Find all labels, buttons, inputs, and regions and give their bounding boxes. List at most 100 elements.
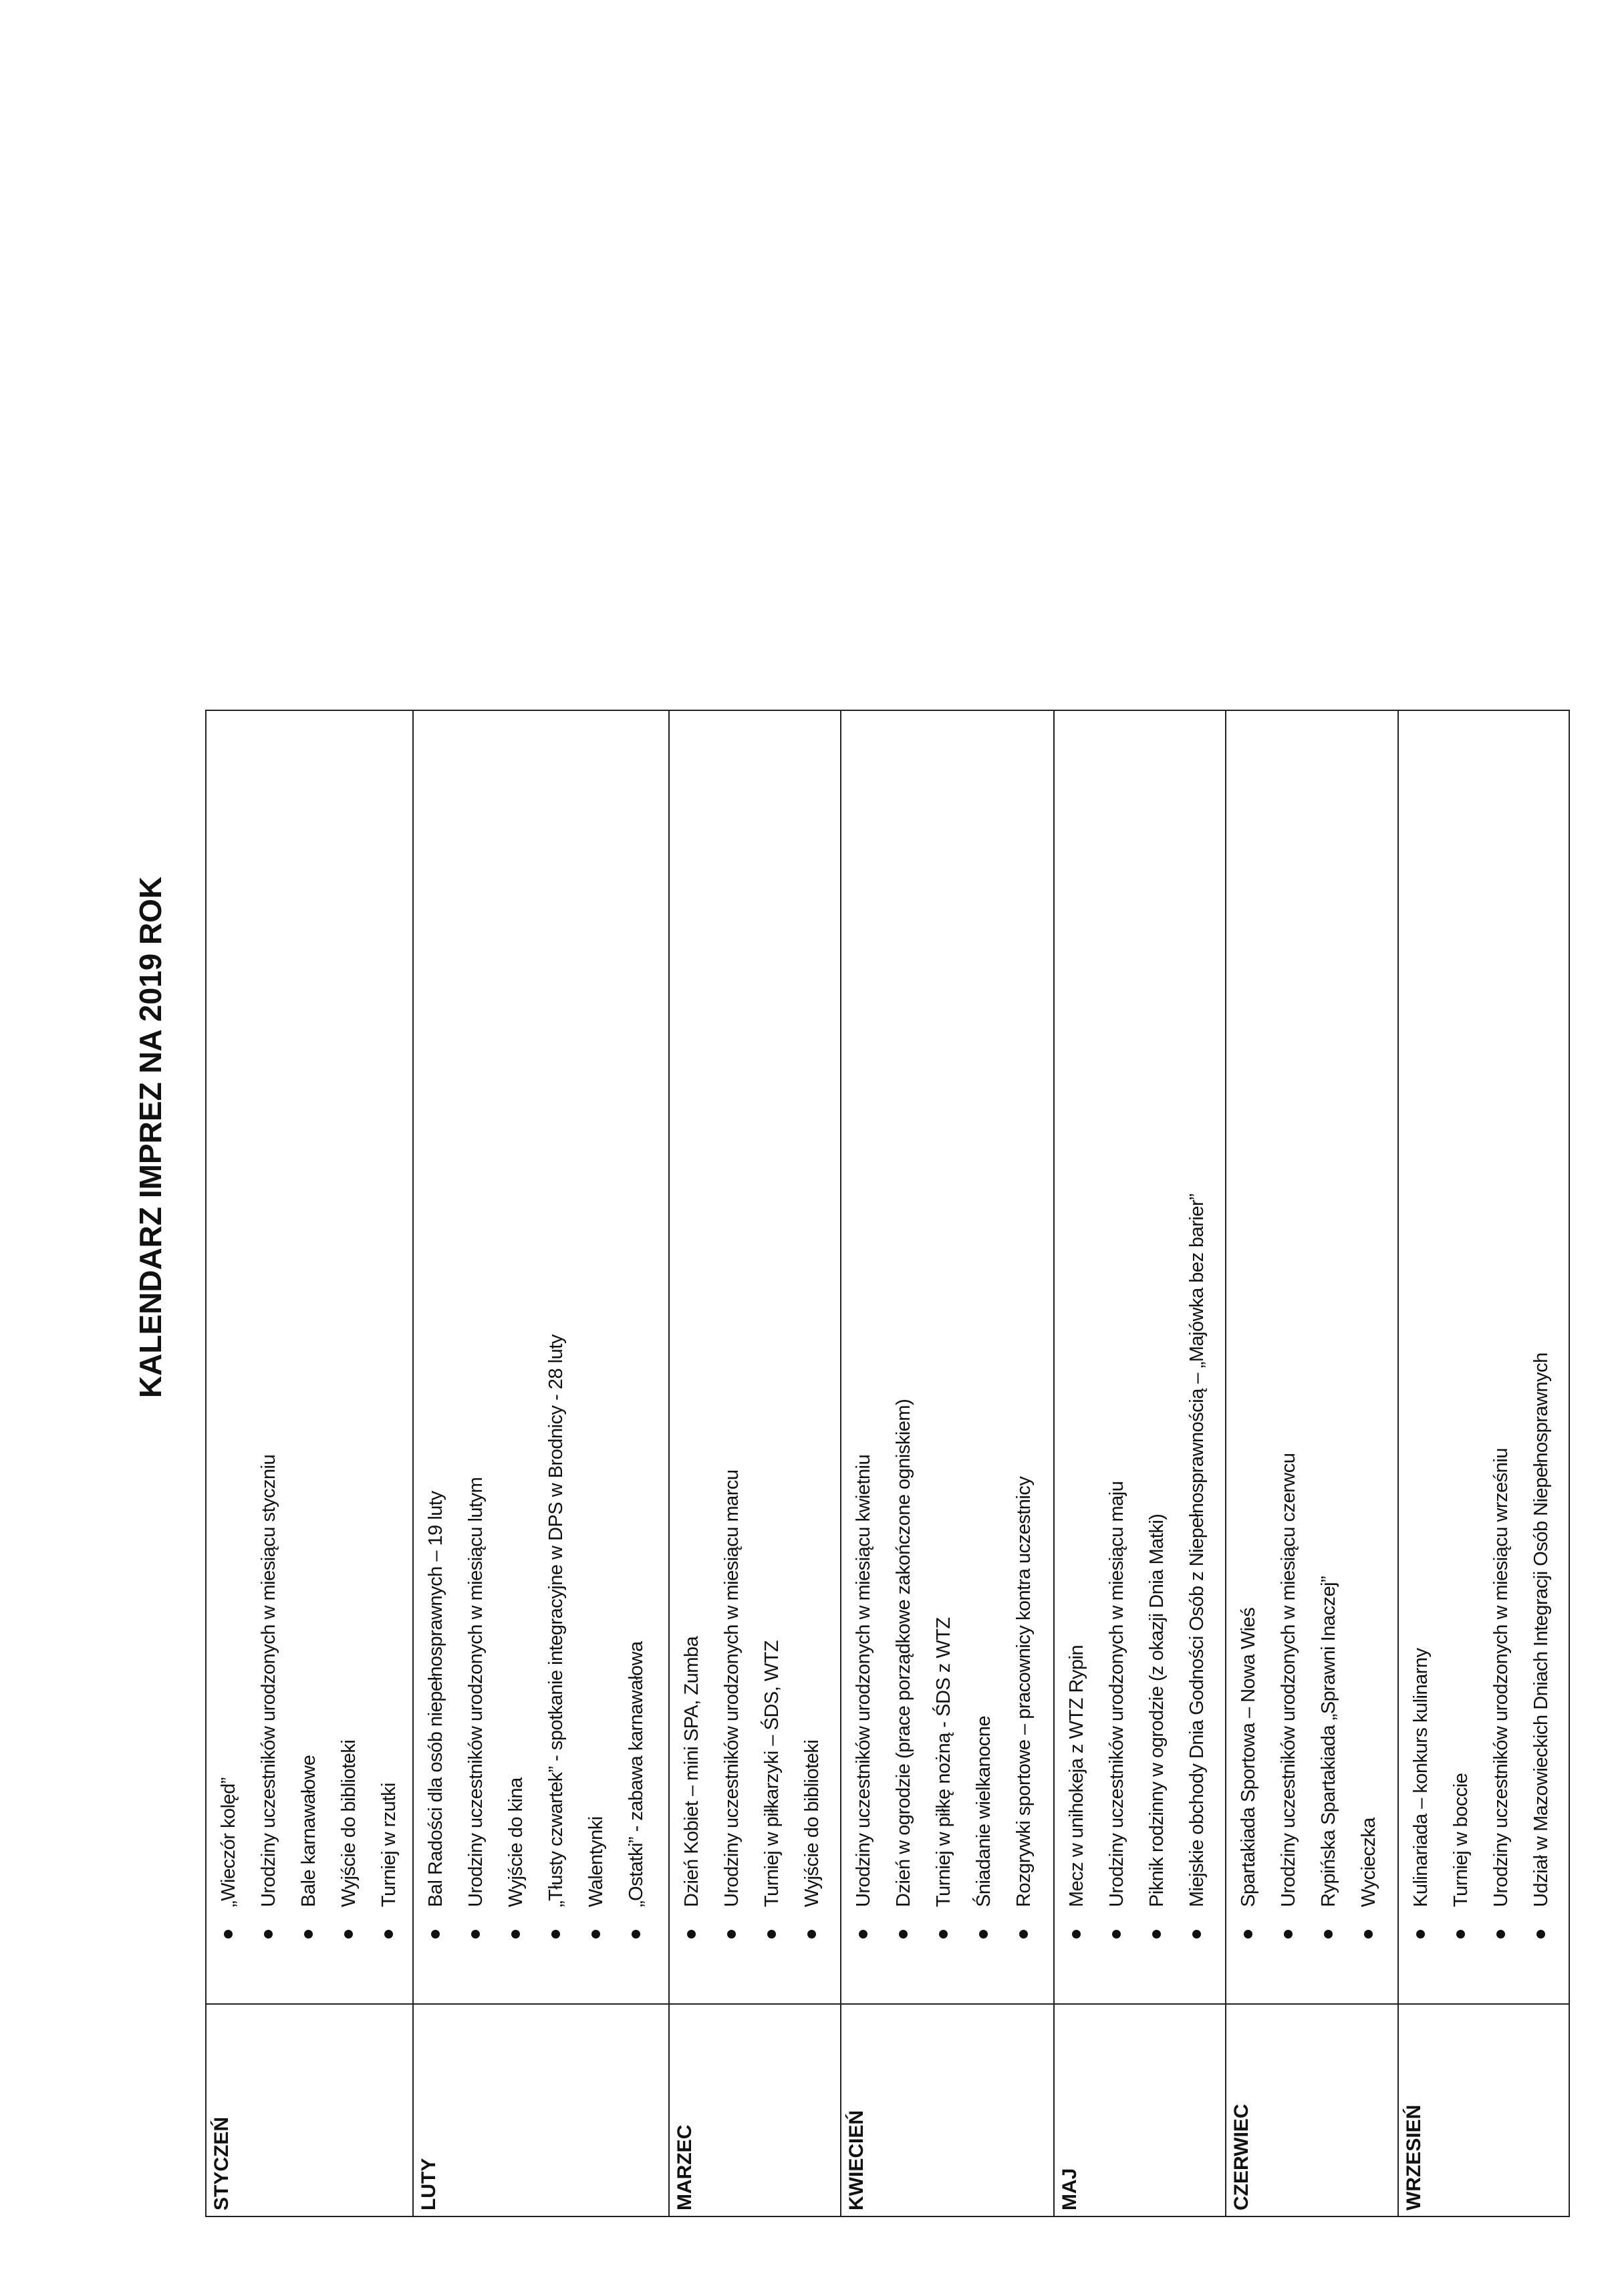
bullet-icon [1112,1930,1121,1939]
event-item: Walentynki [577,711,617,2003]
month-row: STYCZEŃ „Wieczór kolęd” Urodziny uczestnik… [206,710,413,2216]
event-text: Kulinariada – konkurs kulinarny [1410,1648,1432,1908]
event-text: Wycieczka [1358,1818,1379,1907]
bullet-icon [807,1930,816,1939]
event-list: Bal Radości dla osób niepełnosprawnych –… [414,711,660,2003]
bullet-icon [431,1930,440,1939]
bullet-icon [767,1930,776,1939]
bullet-icon [591,1930,600,1939]
event-item: Spartakiada Sportowa – Nowa Wieś [1229,711,1269,2003]
event-item: Dzień Kobiet – mini SPA, Zumba [672,711,712,2003]
month-name: MAJ [1054,2004,1226,2216]
bullet-icon [632,1930,640,1939]
event-item: Urodziny uczestników urodzonych w miesią… [712,711,753,2003]
bullet-icon [859,1930,867,1939]
event-text: Wyjście do biblioteki [338,1739,360,1907]
event-text: Rozgrywki sportowe – pracownicy kontra u… [1013,1476,1035,1907]
event-item: „Wieczór kolęd” [209,711,249,2003]
event-item: Turniej w rzutki [370,711,410,2003]
event-text: Dzień w ogrodzie (prace porządkowe zakoń… [893,1399,914,1907]
event-item: Urodziny uczestników urodzonych w miesią… [1482,711,1522,2003]
event-item: Urodziny uczestników urodzonych w miesią… [456,711,497,2003]
bullet-icon [939,1930,948,1939]
event-text: Turniej w boccie [1450,1773,1472,1907]
event-text: Walentynki [585,1816,607,1907]
event-text: Urodziny uczestników urodzonych w miesią… [853,1454,874,1907]
bullet-icon [1364,1930,1373,1939]
bullet-icon [727,1930,736,1939]
event-text: Dzień Kobiet – mini SPA, Zumba [681,1636,702,1907]
event-item: Turniej w piłkarzyki – ŚDS, WTZ [753,711,793,2003]
bullet-icon [899,1930,908,1939]
event-text: Urodziny uczestników urodzonych w miesią… [258,1454,279,1907]
event-text: Miejskie obchody Dnia Godności Osób z Ni… [1186,1193,1208,1907]
bullet-icon [1536,1930,1545,1939]
month-row: LUTY Bal Radości dla osób niepełnosprawny… [413,710,669,2216]
month-row: MARZEC Dzień Kobiet – mini SPA, Zumba Urod… [669,710,841,2216]
event-text: Mecz w unihokeja z WTZ Rypin [1066,1644,1087,1907]
event-item: Turniej w boccie [1442,711,1482,2003]
bullet-icon [979,1930,988,1939]
event-item: Bal Radości dla osób niepełnosprawnych –… [416,711,456,2003]
event-item: „Tłusty czwartek” - spotkanie integracyj… [537,711,577,2003]
month-events: Mecz w unihokeja z WTZ Rypin Urodziny ucz… [1054,710,1226,2004]
month-name: CZERWIEC [1226,2004,1398,2216]
event-item: Kulinariada – konkurs kulinarny [1401,711,1442,2003]
event-text: Bal Radości dla osób niepełnosprawnych –… [425,1491,446,1907]
month-row: MAJ Mecz w unihokeja z WTZ Rypin Urodziny … [1054,710,1226,2216]
bullet-icon [1244,1930,1252,1939]
event-text: Urodziny uczestników urodzonych w miesią… [1490,1448,1512,1907]
event-list: Mecz w unihokeja z WTZ Rypin Urodziny ucz… [1055,711,1220,2003]
month-row: CZERWIEC Spartakiada Sportowa – Nowa Wieś… [1226,710,1398,2216]
event-text: Spartakiada Sportowa – Nowa Wieś [1238,1607,1259,1907]
bullet-icon [1496,1930,1505,1939]
event-item: „Ostatki” - zabawa karnawałowa [617,711,657,2003]
event-text: Urodziny uczestników urodzonych w miesią… [1106,1481,1127,1907]
month-name: STYCZEŃ [206,2004,413,2216]
bullet-icon [384,1930,393,1939]
event-text: Turniej w rzutki [378,1783,400,1907]
event-item: Wycieczka [1349,711,1389,2003]
events-calendar-table: STYCZEŃ „Wieczór kolęd” Urodziny uczestnik… [205,710,1570,2217]
bullet-icon [224,1930,233,1939]
event-text: Udział w Mazowieckich Dniach Integracji … [1530,1352,1552,1907]
month-row: WRZESIEŃ Kulinariada – konkurs kulinarny T… [1398,710,1569,2216]
event-item: Urodziny uczestników urodzonych w miesią… [249,711,289,2003]
event-item: Piknik rodzinny w ogrodzie (z okazji Dni… [1137,711,1178,2003]
event-text: Urodziny uczestników urodzonych w miesią… [1278,1453,1299,1907]
bullet-icon [1019,1930,1028,1939]
bullet-icon [1324,1930,1333,1939]
rotated-page: KALENDARZ IMPREZ NA 2019 ROK STYCZEŃ „Wie… [120,710,1569,2217]
event-item: Wyjście do biblioteki [793,711,833,2003]
event-list: Dzień Kobiet – mini SPA, Zumba Urodziny u… [670,711,835,2003]
bullet-icon [1072,1930,1081,1939]
event-text: Piknik rodzinny w ogrodzie (z okazji Dni… [1146,1514,1168,1907]
event-item: Śniadanie wielkanocne [964,711,1004,2003]
event-text: Urodziny uczestników urodzonych w miesią… [721,1469,743,1907]
event-item: Dzień w ogrodzie (prace porządkowe zakoń… [884,711,924,2003]
event-text: Rypińska Spartakiada „Sprawni Inaczej” [1318,1576,1339,1907]
month-row: KWIECIEŃ Urodziny uczestników urodzonych … [841,710,1054,2216]
event-item: Urodziny uczestników urodzonych w miesią… [844,711,884,2003]
event-list: Spartakiada Sportowa – Nowa Wieś Urodziny… [1226,711,1392,2003]
month-name: WRZESIEŃ [1398,2004,1569,2216]
event-text: Bale karnawałowe [298,1755,319,1907]
month-name: LUTY [413,2004,669,2216]
event-text: „Wieczór kolęd” [218,1777,239,1907]
event-item: Udział w Mazowieckich Dniach Integracji … [1522,711,1562,2003]
event-text: Wyjście do kina [505,1777,527,1907]
bullet-icon [304,1930,313,1939]
bullet-icon [1284,1930,1293,1939]
month-events: Spartakiada Sportowa – Nowa Wieś Urodziny… [1226,710,1398,2004]
event-text: Śniadanie wielkanocne [973,1715,994,1907]
bullet-icon [1456,1930,1465,1939]
bullet-icon [471,1930,480,1939]
bullet-icon [344,1930,353,1939]
event-item: Rozgrywki sportowe – pracownicy kontra u… [1004,711,1045,2003]
event-item: Rypińska Spartakiada „Sprawni Inaczej” [1309,711,1349,2003]
event-text: „Ostatki” - zabawa karnawałowa [626,1641,647,1907]
event-item: Urodziny uczestników urodzonych w miesią… [1097,711,1137,2003]
event-list: Kulinariada – konkurs kulinarny Turniej w… [1399,711,1565,2003]
bullet-icon [264,1930,273,1939]
event-list: Urodziny uczestników urodzonych w miesią… [841,711,1047,2003]
